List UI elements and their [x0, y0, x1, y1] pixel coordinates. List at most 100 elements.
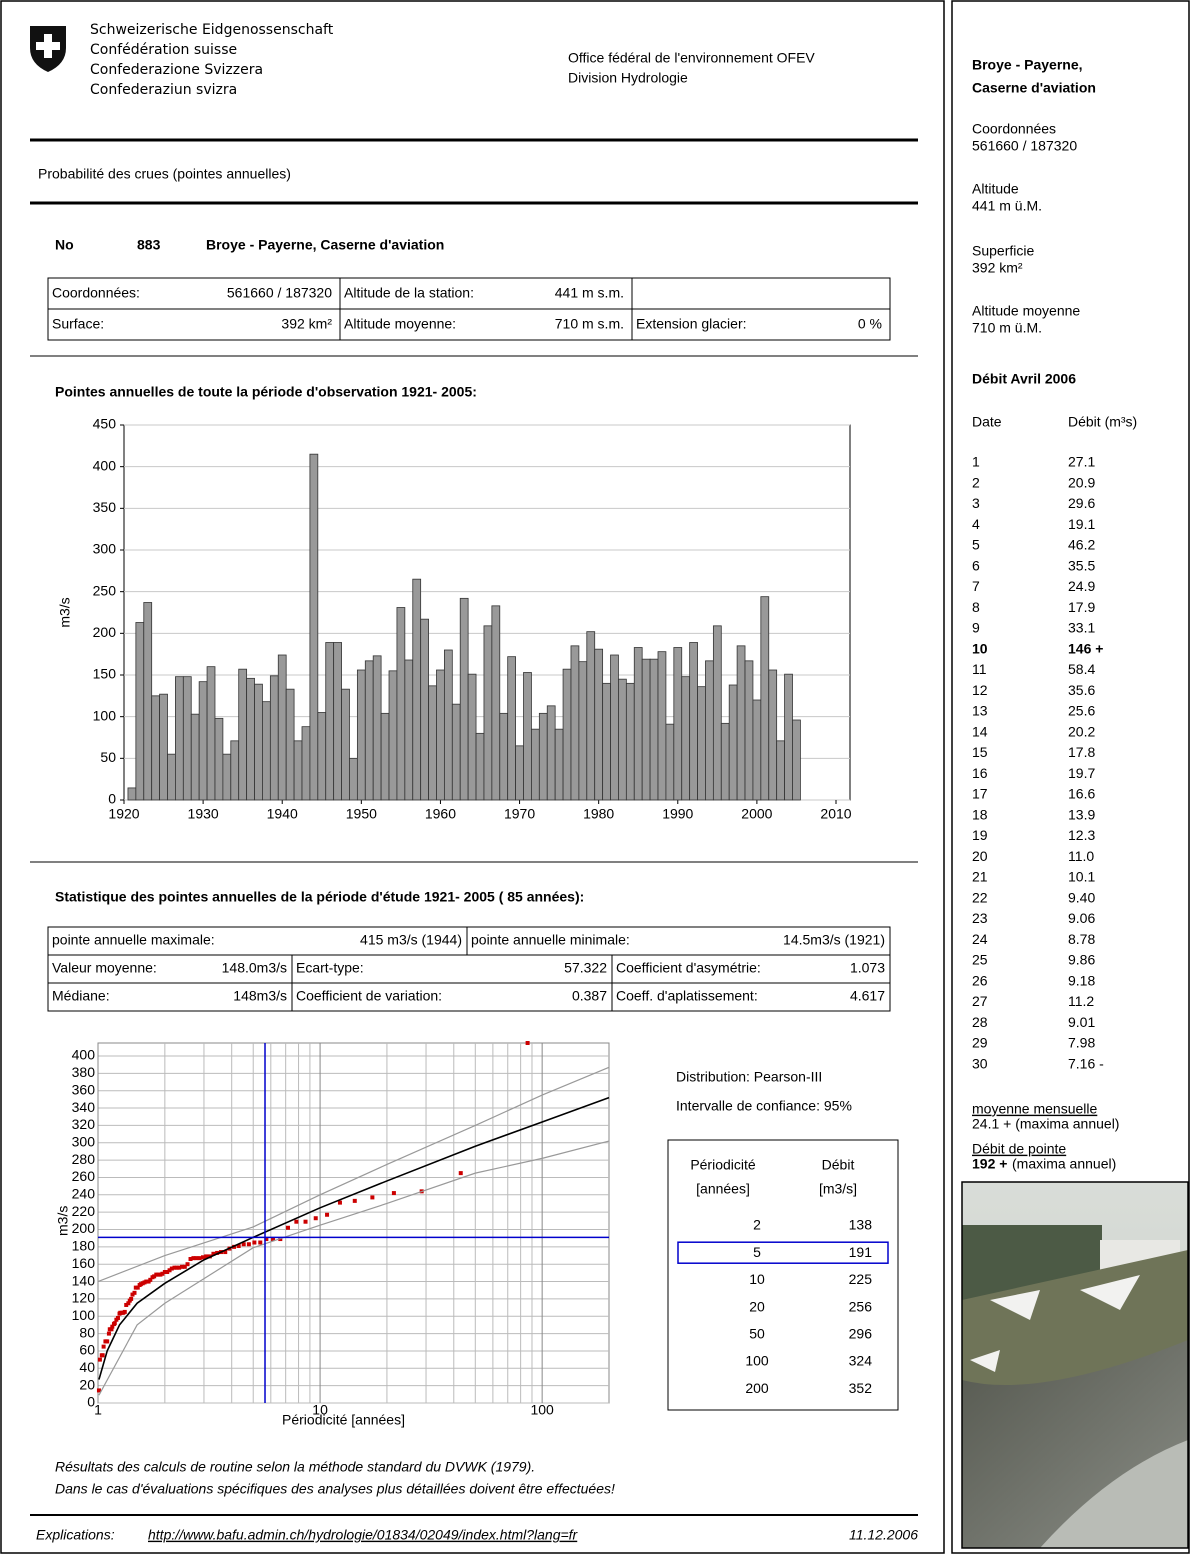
y-tick-label: 60: [79, 1342, 95, 1358]
peak-value: 192 +: [972, 1156, 1007, 1172]
point: [103, 1339, 107, 1343]
org-line: Schweizerische Eidgenossenschaft: [90, 22, 334, 38]
bar: [231, 741, 239, 800]
date: 10: [972, 640, 988, 656]
cell-label: Coefficient de variation:: [296, 988, 442, 1004]
confidence: Intervalle de confiance: 95%: [676, 1098, 852, 1114]
flow-value: 17.8: [1068, 744, 1095, 760]
period: 2: [753, 1217, 761, 1233]
date: 25: [972, 952, 988, 968]
date: 24: [972, 931, 988, 947]
bar: [175, 677, 183, 800]
cell-value: 441 m s.m.: [555, 285, 624, 301]
flow-value: 12.3: [1068, 827, 1095, 843]
date: 22: [972, 889, 988, 905]
cell-value: 14.5m3/s (1921): [783, 932, 885, 948]
bar: [524, 673, 532, 801]
date: 13: [972, 703, 988, 719]
cell-value: 0 %: [858, 316, 882, 332]
period: 20: [749, 1298, 765, 1314]
field-label: Altitude moyenne: [972, 303, 1080, 319]
bar: [468, 674, 476, 800]
bar: [508, 657, 516, 800]
bar: [555, 729, 563, 800]
bar: [634, 648, 642, 801]
flow-value: 19.7: [1068, 765, 1095, 781]
bar: [777, 741, 785, 800]
cell-value: 561660 / 187320: [227, 285, 332, 301]
bar: [705, 661, 713, 800]
bar: [547, 706, 555, 800]
bar: [191, 714, 199, 800]
point: [353, 1199, 357, 1203]
cell-label: Coeff. d'aplatissement:: [616, 988, 758, 1004]
bar: [421, 619, 429, 800]
column-header: Débit (m³s): [1068, 414, 1137, 430]
y-tick-label: 40: [79, 1359, 95, 1375]
mean-label: moyenne mensuelle: [972, 1101, 1098, 1117]
bar: [484, 626, 492, 800]
discharge: 324: [849, 1353, 873, 1369]
bar: [761, 597, 769, 800]
point: [526, 1041, 530, 1045]
x-tick-label: 1: [94, 1402, 102, 1418]
y-tick-label: 200: [72, 1220, 96, 1236]
point: [130, 1293, 134, 1297]
bar: [373, 656, 381, 800]
bar: [349, 758, 357, 800]
bar: [571, 646, 579, 800]
bar: [397, 608, 405, 801]
bar: [270, 676, 278, 800]
point: [247, 1242, 251, 1246]
flow-value: 9.06: [1068, 910, 1095, 926]
x-tick-label: 1970: [504, 806, 535, 822]
flow-value: 9.86: [1068, 952, 1095, 968]
bar: [183, 677, 191, 800]
column-header: Date: [972, 414, 1002, 430]
date: 15: [972, 744, 988, 760]
flow-heading: Débit Avril 2006: [972, 371, 1076, 387]
period: 10: [749, 1271, 765, 1287]
field-value: 392 km²: [972, 260, 1023, 276]
date: 2: [972, 474, 980, 490]
date: 12: [972, 682, 988, 698]
date: 30: [972, 1055, 988, 1071]
peak-label: Débit de pointe: [972, 1141, 1066, 1157]
date: 9: [972, 620, 980, 636]
bar: [642, 659, 650, 800]
footer-date: 11.12.2006: [849, 1527, 918, 1543]
column-header: Périodicité: [690, 1157, 756, 1173]
bar: [239, 669, 247, 800]
bar: [262, 702, 270, 800]
flow-value: 35.6: [1068, 682, 1095, 698]
cell-value: 0.387: [572, 988, 607, 1004]
org-line: Confederaziun svizra: [90, 82, 237, 98]
y-tick-label: 100: [93, 707, 117, 723]
column-header: Débit: [822, 1157, 855, 1173]
point: [325, 1213, 329, 1217]
y-tick-label: 400: [93, 457, 117, 473]
y-tick-label: 50: [100, 749, 116, 765]
point: [108, 1327, 112, 1331]
cell-value: 4.617: [850, 988, 885, 1004]
cell-label: Valeur moyenne:: [52, 960, 157, 976]
point: [102, 1345, 106, 1349]
point: [189, 1257, 193, 1261]
date: 20: [972, 848, 988, 864]
bar: [658, 652, 666, 800]
chart-title: Pointes annuelles de toute la période d'…: [55, 384, 477, 400]
bar: [302, 727, 310, 800]
mean-value: 24.1 + (maxima annuel): [972, 1116, 1119, 1132]
bar: [452, 704, 460, 800]
flow-value: 7.98: [1068, 1035, 1095, 1051]
footer-link[interactable]: http://www.bafu.admin.ch/hydrologie/0183…: [148, 1527, 579, 1543]
bar: [721, 723, 729, 800]
y-tick-label: 150: [93, 666, 117, 682]
bar: [460, 598, 468, 800]
flow-value: 20.9: [1068, 474, 1095, 490]
point: [100, 1353, 104, 1357]
date: 14: [972, 723, 988, 739]
page-title: Probabilité des crues (pointes annuelles…: [38, 166, 291, 182]
bar: [539, 713, 547, 800]
swiss-shield: [30, 26, 66, 72]
